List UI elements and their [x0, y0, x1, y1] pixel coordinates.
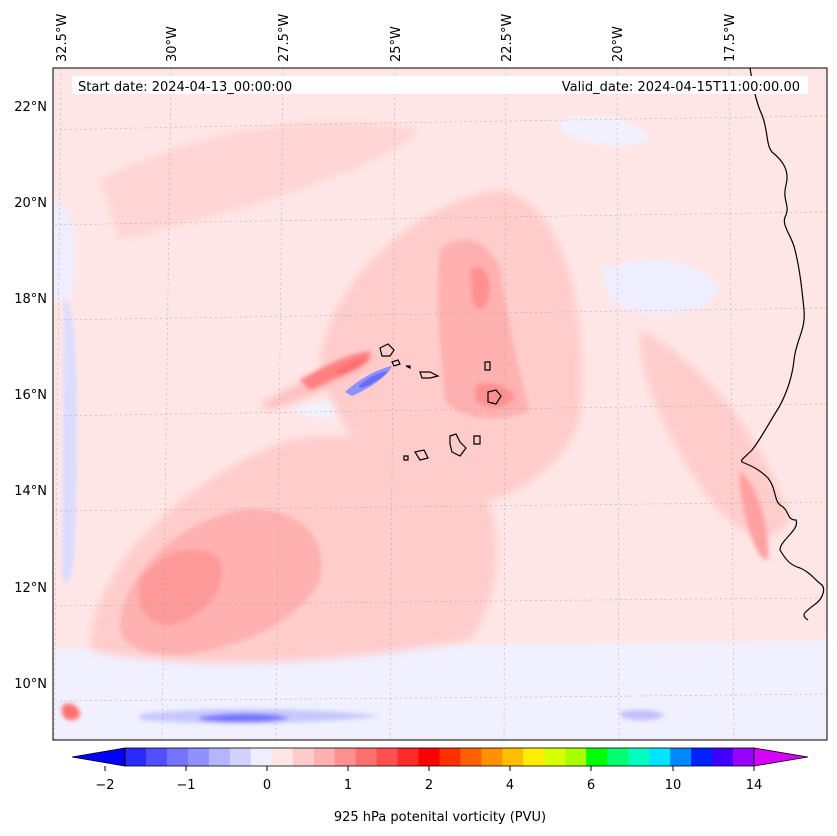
colorbar-cell: [166, 748, 189, 766]
colorbar-tick-label: 10: [665, 778, 682, 793]
lat-label: 16°N: [14, 388, 47, 403]
colorbar-cell: [733, 748, 755, 766]
colorbar-cell: [125, 748, 147, 766]
colorbar-cell: [313, 748, 336, 766]
colorbar-cell: [397, 748, 420, 766]
lon-label: 27.5°W: [277, 14, 292, 62]
lon-label: 25°W: [389, 26, 404, 62]
colorbar-cell: [439, 748, 461, 766]
colorbar-min-extend: [71, 747, 126, 767]
colorbar-cell: [481, 748, 503, 766]
lat-label: 10°N: [14, 677, 47, 692]
colorbar-cell: [502, 748, 524, 766]
colorbar-max-extend: [753, 747, 809, 767]
lon-label: 20°W: [611, 26, 626, 62]
colorbar-tick-label: −1: [176, 778, 195, 793]
colorbar-label: 925 hPa potenital vorticity (PVU): [334, 810, 546, 825]
african-coastline: [740, 68, 825, 621]
lat-label: 14°N: [14, 484, 47, 499]
map-panel: [53, 68, 827, 740]
colorbar-tick-label: −2: [95, 778, 114, 793]
colorbar-cell: [565, 748, 587, 766]
colorbar-tick-label: 1: [344, 778, 352, 793]
colorbar-cell: [292, 748, 315, 766]
latitude-labels: 22°N 20°N 18°N 16°N 14°N 12°N 10°N: [14, 100, 47, 692]
longitude-labels: 32.5°W 30°W 27.5°W 25°W 22.5°W 20°W 17.5…: [55, 14, 738, 62]
colorbar-ticks: [104, 766, 755, 771]
colorbar-tick-label: 0: [263, 778, 271, 793]
lat-label: 12°N: [14, 581, 47, 596]
colorbar-cell: [523, 748, 545, 766]
colorbar-cell: [649, 748, 671, 766]
colorbar-tick-label: 4: [506, 778, 514, 793]
lat-label: 18°N: [14, 292, 47, 307]
map-frame: [52, 67, 828, 741]
colorbar: −2 −1 0 1 2 4 6 10 14 925 hPa potenital …: [71, 747, 809, 825]
colorbar-cell: [670, 748, 692, 766]
colorbar-cell: [712, 748, 734, 766]
colorbar-tick-labels: −2 −1 0 1 2 4 6 10 14: [95, 778, 762, 793]
colorbar-cell: [607, 748, 629, 766]
colorbar-cell: [229, 748, 252, 766]
colorbar-cell: [250, 748, 273, 766]
date-info-box: [72, 76, 808, 94]
cape-verde-islands: [379, 343, 502, 461]
colorbar-cell: [355, 748, 378, 766]
colorbar-cell: [586, 748, 608, 766]
colorbar-cell: [145, 748, 168, 766]
colorbar-cell: [544, 748, 566, 766]
valid-date-label: Valid_date: 2024-04-15T11:00:00.00: [562, 80, 800, 95]
colorbar-cell: [691, 748, 713, 766]
pv-strong-field: [62, 239, 769, 721]
colorbar-cell: [460, 748, 482, 766]
gridlines: [53, 68, 827, 740]
colorbar-tick-label: 6: [587, 778, 595, 793]
lat-label: 20°N: [14, 196, 47, 211]
pv-negative-core: [358, 371, 388, 388]
colorbar-cell: [208, 748, 231, 766]
colorbar-cell: [376, 748, 399, 766]
colorbar-cell: [271, 748, 294, 766]
colorbar-cell: [334, 748, 357, 766]
start-date-label: Start date: 2024-04-13_00:00:00: [78, 80, 292, 95]
colorbar-cell: [418, 748, 440, 766]
lon-label: 30°W: [165, 26, 180, 62]
colorbar-cell: [187, 748, 210, 766]
colorbar-cells: [125, 748, 755, 766]
colorbar-frame: [124, 747, 755, 767]
lon-label: 17.5°W: [723, 14, 738, 62]
lon-label: 32.5°W: [55, 14, 70, 62]
lat-label: 22°N: [14, 100, 47, 115]
pv-low-field: [53, 116, 827, 740]
colorbar-tick-label: 2: [425, 778, 433, 793]
colorbar-tick-label: 14: [746, 778, 763, 793]
colorbar-cell: [628, 748, 650, 766]
lon-label: 22.5°W: [500, 14, 515, 62]
